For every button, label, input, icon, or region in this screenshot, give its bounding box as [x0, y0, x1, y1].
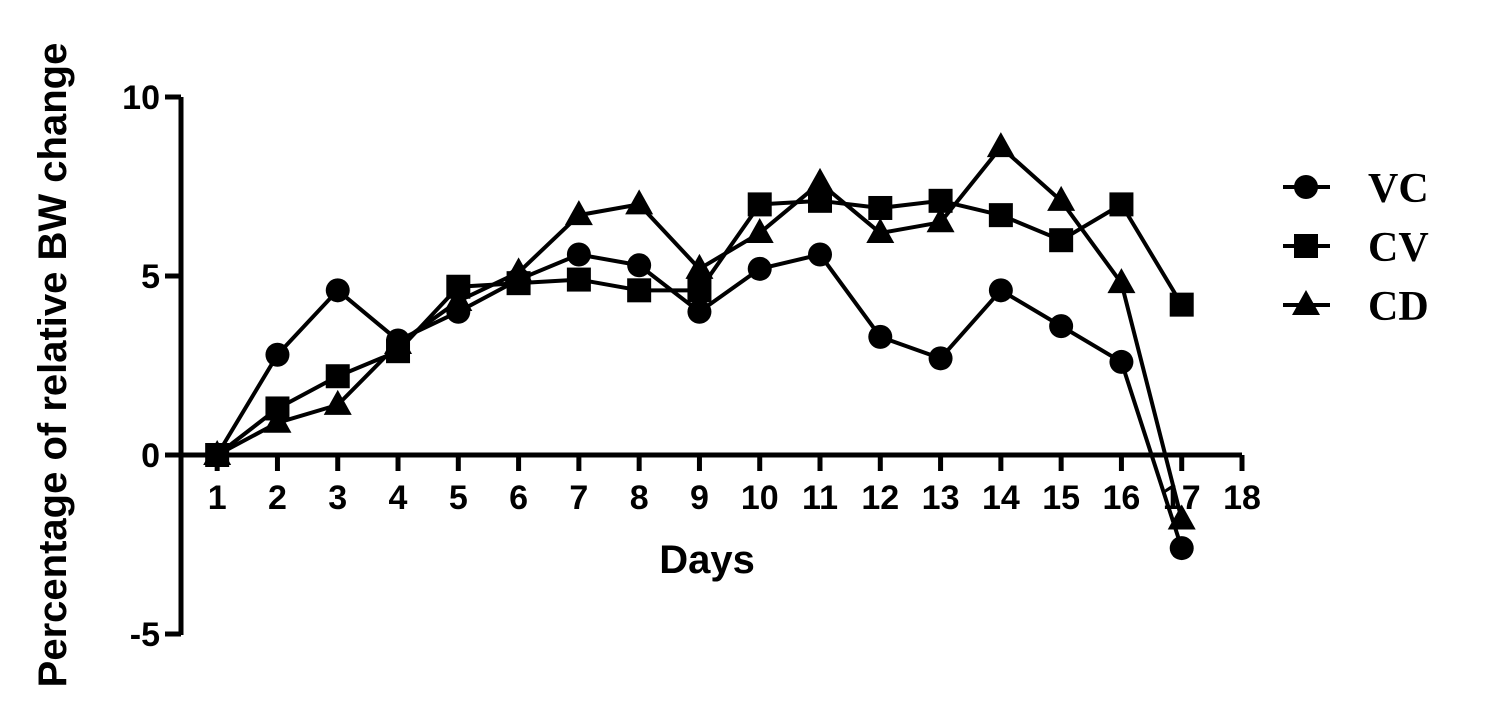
- x-tick-label: 11: [802, 479, 838, 517]
- x-tick-label: 7: [569, 479, 588, 517]
- data-point: [926, 207, 955, 233]
- data-point: [866, 218, 895, 244]
- data-point: [263, 407, 292, 433]
- y-tick-label: 0: [141, 437, 160, 475]
- data-point: [203, 440, 232, 465]
- data-point: [687, 299, 712, 324]
- data-point: [868, 324, 893, 349]
- x-tick-label: 16: [1103, 479, 1141, 517]
- legend-marker-icon: [1292, 290, 1320, 315]
- series-line: [215, 198, 1184, 457]
- legend-item: CV: [1283, 225, 1429, 271]
- x-tick-label: 3: [328, 479, 347, 517]
- y-tick-label: 5: [141, 258, 160, 296]
- y-ticks: 10 5 0 -5: [122, 79, 181, 654]
- x-tick-label: 9: [690, 479, 709, 517]
- x-axis: 1 2 3 4 5 6 7 8 9 10 11 12 13 14 15 16 17 18: [181, 452, 1261, 517]
- x-tick-label: 18: [1223, 479, 1261, 517]
- data-point: [988, 278, 1013, 303]
- x-tick-label: 10: [741, 479, 779, 517]
- data-point: [747, 256, 772, 281]
- data-point: [745, 218, 774, 244]
- data-point: [1109, 192, 1134, 217]
- series-cd: [203, 132, 1196, 530]
- legend-marker-icon: [1294, 175, 1318, 199]
- legend: VC CV CD: [1283, 166, 1429, 330]
- data-point: [868, 195, 893, 220]
- x-tick-label: 4: [389, 479, 408, 517]
- x-tick-label: 5: [449, 479, 468, 517]
- data-point: [323, 389, 352, 415]
- data-point: [325, 278, 350, 303]
- data-point: [687, 278, 712, 303]
- x-axis-title: Days: [659, 538, 755, 582]
- data-point: [1049, 314, 1074, 339]
- data-point: [384, 329, 413, 355]
- data-point: [806, 167, 835, 193]
- y-tick-label: 10: [122, 79, 160, 117]
- data-point: [685, 253, 714, 279]
- data-point: [325, 364, 350, 389]
- data-point: [1169, 536, 1194, 561]
- data-point: [504, 257, 533, 283]
- data-point: [265, 342, 290, 367]
- x-tick-label: 2: [268, 479, 287, 517]
- data-point: [564, 200, 593, 226]
- x-tick-label: 12: [861, 479, 899, 517]
- legend-label: CV: [1368, 225, 1429, 271]
- legend-item: CD: [1283, 284, 1429, 330]
- data-point: [627, 253, 652, 278]
- x-tick-label: 14: [982, 479, 1020, 517]
- data-point: [747, 192, 772, 217]
- data-point: [928, 346, 953, 371]
- legend-marker-icon: [1294, 234, 1318, 258]
- legend-item: VC: [1283, 166, 1429, 212]
- x-ticks: 1 2 3 4 5 6 7 8 9 10 11 12 13 14 15 16 17 18: [208, 455, 1261, 517]
- x-tick-label: 1: [208, 479, 227, 517]
- data-point: [808, 242, 833, 267]
- data-point: [566, 267, 591, 292]
- x-tick-label: 13: [922, 479, 960, 517]
- y-axis: 10 5 0 -5: [122, 79, 184, 654]
- data-point: [1049, 228, 1074, 253]
- legend-label: VC: [1368, 166, 1429, 212]
- data-point: [986, 132, 1015, 158]
- data-point: [988, 203, 1013, 228]
- data-point: [566, 242, 591, 267]
- data-point: [1169, 292, 1194, 317]
- data-point: [1107, 268, 1136, 294]
- data-point: [625, 189, 654, 215]
- x-tick-label: 8: [630, 479, 649, 517]
- data-point: [444, 286, 473, 312]
- series-cv: [205, 188, 1194, 467]
- data-point: [1047, 185, 1076, 211]
- data-point: [1167, 504, 1196, 530]
- x-tick-label: 15: [1042, 479, 1080, 517]
- data-point: [1109, 349, 1134, 374]
- y-tick-label: -5: [130, 616, 160, 654]
- y-axis-title: Percentage of relative BW change: [31, 43, 75, 688]
- legend-label: CD: [1368, 284, 1429, 330]
- x-tick-label: 6: [509, 479, 528, 517]
- series-layer: [203, 132, 1196, 561]
- data-point: [627, 278, 652, 303]
